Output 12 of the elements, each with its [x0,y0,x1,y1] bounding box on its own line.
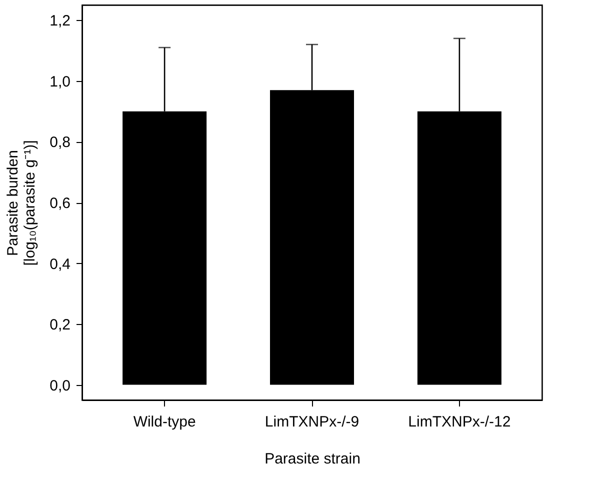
y-tick-label: 1,2 [50,12,70,30]
y-tick-label: 0,0 [50,377,70,394]
x-axis-title: Parasite strain [264,450,360,468]
y-tick-label: 0,8 [50,134,70,152]
y-tick-label: 0,6 [50,195,70,212]
y-tick-label: 0,2 [50,316,70,334]
x-tick-label: Wild-type [133,414,196,430]
x-tick-label: LimTXNPx-/-12 [408,414,511,430]
y-tick-label: 1,0 [50,73,70,90]
y-axis-title: Parasite burden [log₁₀(parasite g⁻¹)] [4,140,39,266]
x-tick-label: LimTXNPx-/-9 [264,414,360,430]
y-tick-label: 0,4 [50,256,70,273]
